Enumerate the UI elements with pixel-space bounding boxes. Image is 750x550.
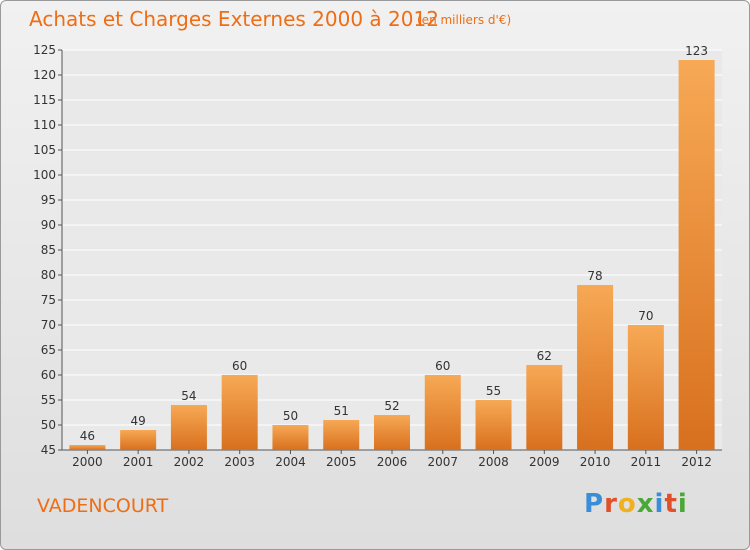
bar — [272, 425, 309, 450]
x-tick-label: 2004 — [275, 455, 306, 469]
logo-letter: o — [617, 489, 637, 519]
logo-letter: t — [664, 489, 678, 519]
bar — [69, 445, 106, 450]
bar — [424, 375, 461, 450]
y-tick-label: 80 — [41, 268, 56, 282]
y-tick-label: 105 — [33, 143, 56, 157]
bar — [374, 415, 410, 450]
bar — [120, 430, 157, 450]
bar — [526, 365, 563, 450]
y-tick-label: 85 — [41, 243, 56, 257]
y-tick-label: 90 — [41, 218, 56, 232]
data-label: 123 — [685, 44, 708, 58]
y-tick-label: 100 — [33, 168, 56, 182]
x-tick-label: 2005 — [326, 455, 357, 469]
data-label: 55 — [486, 384, 501, 398]
data-label: 46 — [80, 429, 95, 443]
logo-letter: x — [636, 489, 655, 519]
y-tick-label: 45 — [41, 443, 56, 457]
x-tick-label: 2006 — [377, 455, 408, 469]
data-label: 62 — [537, 349, 552, 363]
logo-letter: i — [677, 489, 688, 519]
bar — [170, 405, 207, 450]
y-tick-label: 115 — [33, 93, 56, 107]
commune-name: VADENCOURT — [37, 495, 169, 517]
data-label: 54 — [181, 389, 196, 403]
data-label: 78 — [587, 269, 602, 283]
bar — [475, 400, 512, 450]
x-tick-label: 2011 — [631, 455, 662, 469]
proxiti-logo: Proxiti — [584, 489, 688, 519]
x-tick-label: 2000 — [72, 455, 103, 469]
data-label: 60 — [232, 359, 247, 373]
x-tick-label: 2010 — [580, 455, 611, 469]
logo-letter: P — [584, 489, 605, 519]
x-tick-label: 2008 — [478, 455, 509, 469]
x-tick-label: 2003 — [224, 455, 255, 469]
bar — [221, 375, 258, 450]
x-tick-label: 2002 — [174, 455, 205, 469]
y-tick-label: 125 — [33, 43, 56, 57]
data-label: 70 — [638, 309, 653, 323]
data-label: 49 — [131, 414, 146, 428]
data-label: 51 — [334, 404, 349, 418]
logo-letter: r — [604, 489, 618, 519]
chart-title: Achats et Charges Externes 2000 à 2012 — [29, 7, 439, 31]
y-tick-label: 75 — [41, 293, 56, 307]
y-tick-label: 65 — [41, 343, 56, 357]
y-tick-label: 50 — [41, 418, 56, 432]
bar — [627, 325, 664, 450]
y-tick-label: 120 — [33, 68, 56, 82]
y-tick-label: 55 — [41, 393, 56, 407]
bar — [323, 420, 360, 450]
y-tick-label: 95 — [41, 193, 56, 207]
chart-subtitle: (en milliers d'€) — [417, 13, 512, 27]
x-tick-label: 2001 — [123, 455, 154, 469]
y-tick-label: 60 — [41, 368, 56, 382]
bar — [577, 285, 614, 450]
data-label: 50 — [283, 409, 298, 423]
x-tick-label: 2009 — [529, 455, 560, 469]
data-label: 60 — [435, 359, 450, 373]
x-tick-label: 2007 — [427, 455, 458, 469]
y-tick-label: 110 — [33, 118, 56, 132]
data-label: 52 — [384, 399, 399, 413]
bar — [678, 60, 715, 450]
logo-letter: i — [654, 489, 665, 519]
y-tick-label: 70 — [41, 318, 56, 332]
x-tick-label: 2012 — [681, 455, 712, 469]
